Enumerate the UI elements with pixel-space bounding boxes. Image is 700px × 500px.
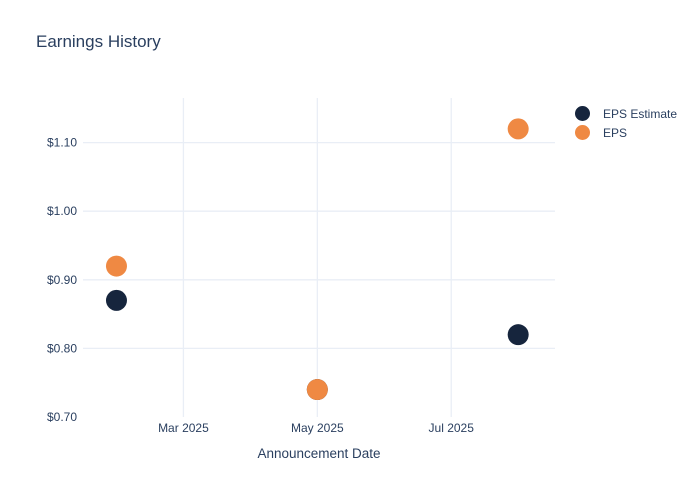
chart-title: Earnings History [36, 32, 161, 51]
legend-marker-eps [575, 125, 590, 140]
x-axis-title: Announcement Date [257, 446, 381, 461]
x-tick-label: Mar 2025 [158, 421, 209, 435]
y-tick-label: $0.80 [47, 341, 77, 355]
data-point-eps-estimate[interactable] [507, 324, 529, 346]
y-tick-label: $0.70 [47, 410, 77, 424]
data-point-eps[interactable] [306, 379, 328, 401]
data-point-eps[interactable] [507, 118, 529, 140]
legend-item-eps[interactable]: EPS [575, 123, 677, 142]
y-tick-label: $0.90 [47, 273, 77, 287]
legend-label-eps-estimate: EPS Estimate [603, 106, 678, 121]
y-tick-label: $1.00 [47, 204, 77, 218]
data-point-eps-estimate[interactable] [105, 289, 127, 311]
legend-marker-eps-estimate [575, 106, 590, 121]
legend-label-eps: EPS [603, 125, 628, 140]
y-tick-label: $1.10 [47, 136, 77, 150]
legend: EPS Estimate EPS [575, 104, 677, 142]
legend-item-eps-estimate[interactable]: EPS Estimate [575, 104, 677, 123]
x-tick-label: Jul 2025 [429, 421, 475, 435]
x-tick-label: May 2025 [291, 421, 344, 435]
data-point-eps[interactable] [105, 255, 127, 277]
